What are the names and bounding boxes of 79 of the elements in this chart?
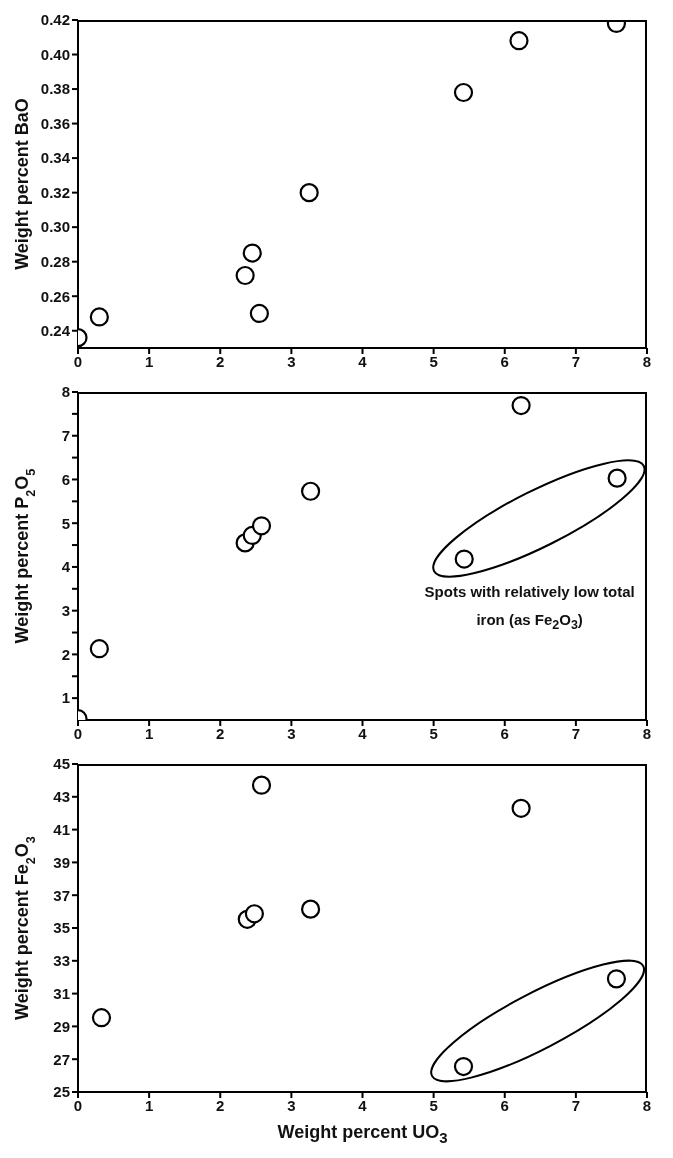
- y-tick-label: 25: [53, 1083, 70, 1101]
- x-tick-label: 6: [500, 1096, 509, 1114]
- x-tick-label: 2: [216, 724, 225, 742]
- point: [89, 639, 109, 659]
- x-tick-label: 5: [429, 352, 438, 370]
- y-tick-label: 4: [61, 558, 71, 576]
- x-tick-label: 0: [73, 724, 83, 742]
- x-tick-label: 5: [429, 1096, 438, 1114]
- x-tick-label: 0: [73, 1096, 83, 1114]
- y-tick-label: 35: [53, 919, 70, 937]
- y-tick-label: 33: [53, 952, 70, 970]
- y-tick-label: 39: [53, 853, 70, 871]
- x-tick-label: 4: [358, 724, 368, 742]
- x-tick-label: 1: [144, 352, 154, 370]
- y-tick-label: 37: [53, 886, 70, 904]
- y-tick-label: 45: [53, 755, 70, 773]
- y-tick-label: 1: [61, 689, 70, 707]
- point: [511, 395, 531, 416]
- x-axis-title: Weight percent UO$_{3}$: [276, 1122, 449, 1146]
- y-tick-label: 0.36: [40, 114, 70, 132]
- x-tick-label: 8: [642, 352, 652, 370]
- y-axis-title: Weight percent BaO: [12, 98, 32, 270]
- point: [242, 243, 262, 263]
- point: [511, 798, 531, 818]
- x-tick-label: 3: [287, 1096, 296, 1114]
- x-tick-label: 7: [571, 352, 581, 370]
- y-tick-label: 2: [61, 645, 70, 663]
- point: [251, 775, 272, 795]
- x-tick-label: 4: [358, 352, 368, 370]
- x-tick-label: 5: [429, 724, 438, 742]
- y-tick-label: 8: [61, 383, 70, 401]
- x-tick-label: 4: [358, 1096, 368, 1114]
- point: [509, 31, 529, 51]
- x-tick-label: 3: [287, 352, 296, 370]
- point: [249, 303, 269, 324]
- x-tick-label: 1: [144, 724, 154, 742]
- point: [89, 307, 109, 327]
- point: [251, 516, 272, 536]
- point: [235, 265, 255, 286]
- x-tick-label: 8: [642, 724, 652, 742]
- y-tick-label: 31: [53, 984, 70, 1002]
- y-tick-label: 0.30: [40, 218, 70, 236]
- x-tick-label: 6: [500, 352, 509, 370]
- x-tick-label: 3: [287, 724, 296, 742]
- point: [606, 969, 627, 989]
- annotation: Spots with relatively low total iron (as Fe$_{2}$O$_{3}$): [423, 581, 636, 634]
- y-tick-label: 29: [53, 1017, 70, 1035]
- y-tick-label: 5: [61, 514, 70, 532]
- point: [607, 468, 627, 488]
- y-tick-label: 0.42: [40, 11, 70, 29]
- y-tick-label: 0.34: [40, 149, 71, 167]
- y-tick-label: 0.24: [40, 322, 71, 340]
- x-tick-label: 1: [144, 1096, 154, 1114]
- point: [453, 82, 474, 103]
- y-tick-label: 41: [53, 820, 70, 838]
- x-tick-label: 8: [642, 1096, 652, 1114]
- point: [454, 549, 474, 569]
- y-tick-label: 43: [53, 788, 70, 806]
- y-tick-label: 7: [61, 427, 70, 445]
- x-tick-label: 0: [73, 352, 83, 370]
- point: [299, 183, 319, 203]
- point: [453, 1056, 474, 1077]
- point: [300, 481, 321, 501]
- x-tick-label: 2: [216, 1096, 225, 1114]
- y-tick-label: 0.38: [40, 80, 70, 98]
- y-tick-label: 0.40: [40, 45, 70, 63]
- y-tick-label: 6: [61, 470, 70, 488]
- point: [91, 1008, 112, 1028]
- x-tick-label: 7: [571, 724, 581, 742]
- y-tick-label: 0.26: [40, 287, 70, 305]
- x-tick-label: 7: [571, 1096, 581, 1114]
- y-tick-label: 0.28: [40, 253, 70, 271]
- y-tick-label: 27: [53, 1050, 70, 1068]
- point: [300, 899, 321, 919]
- x-tick-label: 6: [500, 724, 509, 742]
- y-tick-label: 0.32: [40, 183, 70, 201]
- x-tick-label: 2: [216, 352, 225, 370]
- y-tick-label: 3: [61, 601, 70, 619]
- point: [244, 904, 264, 924]
